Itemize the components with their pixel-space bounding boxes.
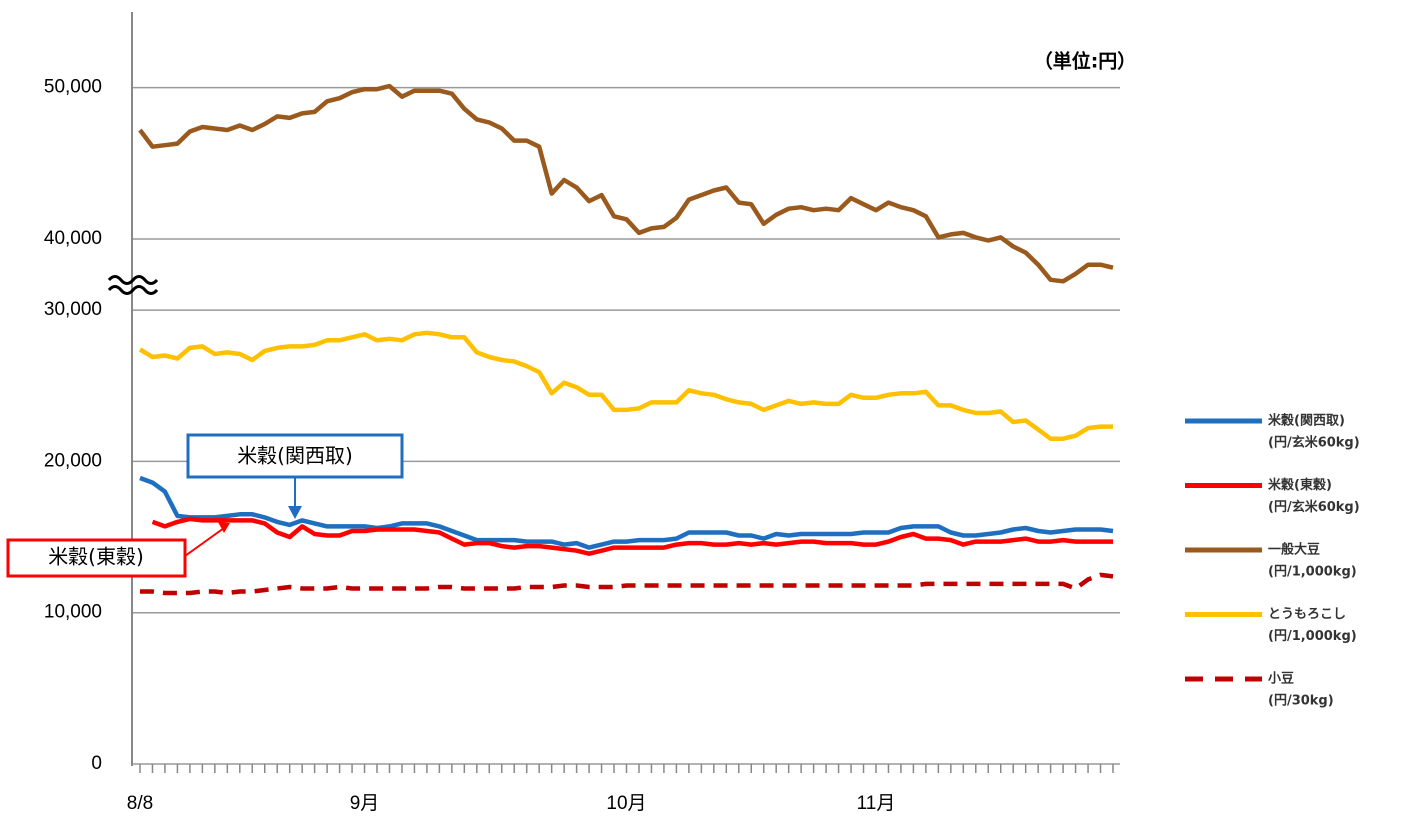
callout-arrow <box>184 527 225 557</box>
series-line <box>138 330 1113 441</box>
grid: 0 10,000 20,000 30,000 40,000 50,000 8/8 9月 10月 1… <box>44 77 1120 814</box>
legend-label: とうもろこし <box>1268 607 1346 622</box>
legend-unit: (円/玄米60kg) <box>1268 499 1360 515</box>
x-tick-label: 11月 <box>857 793 896 814</box>
axis-break <box>107 275 159 295</box>
callout-arrowhead <box>218 522 230 533</box>
legend-label: 小豆 <box>1268 672 1294 687</box>
y-tick-label: 0 <box>91 753 102 774</box>
legend: 米穀(関西取) (円/玄米60kg) 米穀(東穀) (円/玄米60kg) 一般大豆 (円/… <box>1185 413 1360 709</box>
y-tick-label: 20,000 <box>44 450 102 471</box>
x-tick-label: 9月 <box>350 793 380 814</box>
callout-text: 米穀(関西取) <box>237 444 353 468</box>
series-line <box>151 516 1113 556</box>
legend-unit: (円/1,000kg) <box>1268 629 1357 644</box>
y-tick-label: 30,000 <box>44 299 102 320</box>
y-tick-label: 10,000 <box>44 602 102 623</box>
x-tick-label: 8/8 <box>127 793 153 814</box>
legend-label: 一般大豆 <box>1268 542 1320 558</box>
callout-kansai: 米穀(関西取) <box>186 433 404 519</box>
callout-text: 米穀(東穀) <box>48 545 144 569</box>
y-tick-label: 40,000 <box>44 228 102 249</box>
legend-label: 米穀(関西取) <box>1268 413 1345 429</box>
callout-arrowhead <box>288 506 302 519</box>
callout-tokoku: 米穀(東穀) <box>6 522 230 578</box>
legend-label: 米穀(東穀) <box>1268 477 1332 493</box>
y-tick-label: 50,000 <box>44 77 102 98</box>
callout-box <box>6 538 187 578</box>
series-line <box>140 572 1114 596</box>
x-tick-label: 10月 <box>606 793 646 814</box>
series-line <box>138 83 1114 284</box>
legend-unit: (円/30kg) <box>1268 694 1334 709</box>
legend-unit: (円/1,000kg) <box>1268 565 1357 580</box>
lines <box>138 83 1114 596</box>
legend-unit: (円/玄米60kg) <box>1268 435 1360 451</box>
series-line <box>139 475 1114 550</box>
unit-note: （単位:円） <box>1034 50 1137 73</box>
